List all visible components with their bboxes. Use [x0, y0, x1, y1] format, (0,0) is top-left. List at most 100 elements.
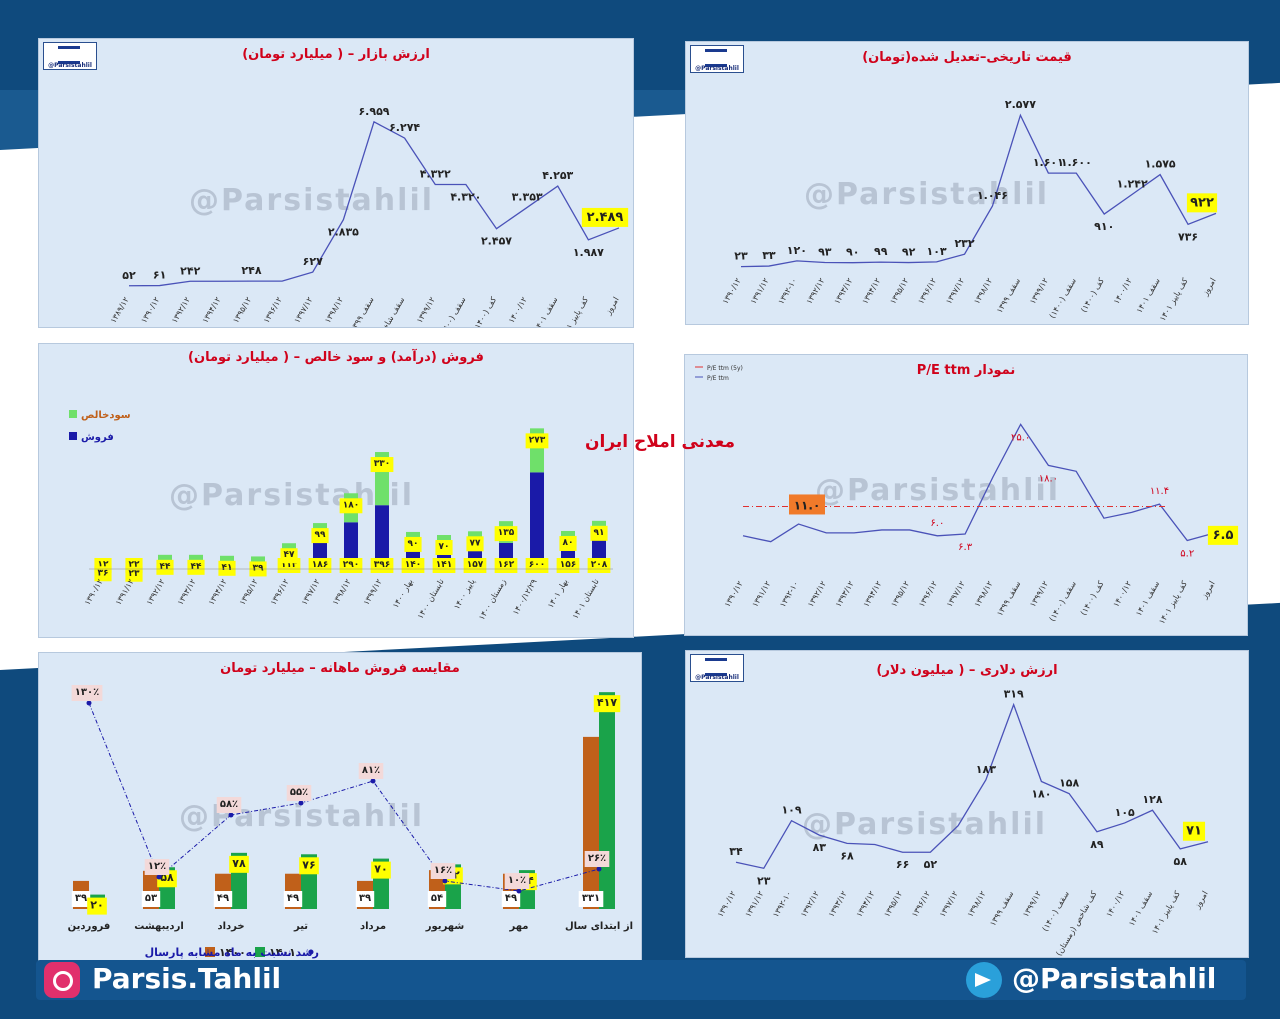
label-1400-bg: [213, 891, 233, 907]
logo: @Parsistahlil: [690, 45, 744, 73]
dollar-value-chart: ۱۳۹۰/۱۲ ۱۳۹۱/۱۲ ۱۳۹۲-۱۰ ۱۳۹۲/۱۲ ۱۳۹۳/۱۲ ۱۳۹۴/…: [716, 688, 1210, 957]
profit-label-bg: [559, 535, 577, 551]
growth-label: ۸۱٪: [362, 765, 380, 776]
data-label: ۸۳: [813, 841, 827, 854]
historical-price-panel: @Parsistahlil قیمت تاریخی–تعدیل شده(توما…: [685, 41, 1249, 325]
x-tick-label: ۱۴۰۰/۱۲: [1111, 580, 1133, 609]
x-tick-label: سقف ۱۳۹۹: [988, 889, 1015, 927]
data-label: ۹۱۰: [1094, 220, 1114, 233]
profit-label: ۴۷: [284, 550, 295, 560]
x-tick-label: ۱۴۰۰/۱۲: [1112, 277, 1134, 306]
bar-1400: [583, 736, 599, 909]
growth-label-bg: [286, 785, 312, 801]
logo: @Parsistahlil: [690, 654, 744, 682]
x-tick-label: ۱۳۹۶/۱۲: [916, 277, 938, 306]
x-tick-label: سقف (۱۴۰۰): [1041, 889, 1071, 933]
data-label: ۱۲۸: [1142, 793, 1162, 806]
x-tick-label: ۱۳۹۵/۱۲: [238, 578, 260, 607]
sales-label: ۲۲: [129, 560, 140, 570]
x-tick-label: ۱۴۰۰/۱۲: [507, 296, 529, 325]
instagram-icon: [44, 962, 80, 998]
data-label: ۴.۲۵۳: [542, 169, 573, 182]
data-label: ۱.۹۸۷: [573, 246, 604, 259]
profit-label: ۴۴: [160, 562, 171, 572]
watermark: @Parsistahlil: [169, 478, 415, 513]
x-tick-label: ۱۳۹۲/۱۲: [805, 277, 827, 306]
x-tick-label: ۱۳۹۷/۱۲: [292, 296, 314, 325]
growth-label-bg: [144, 859, 170, 875]
label-1400: ۴۹: [217, 893, 229, 904]
profit-label-bg: [280, 548, 298, 564]
label-1400: ۳۳۱: [582, 893, 600, 904]
x-tick-label: پاییز ۱۴۰۰: [452, 578, 477, 611]
pe-point-label: ۶.۳: [958, 542, 973, 553]
legend-sales-swatch: [69, 432, 77, 440]
x-tick-label: ۱۳۹۸/۱۲: [323, 296, 345, 325]
x-tick-label: ۱۳۹۳/۱۲: [176, 578, 198, 607]
instagram-handle[interactable]: Parsis.Tahlil: [92, 962, 282, 995]
sales-label: ۱۲: [98, 560, 109, 570]
profit-label-bg: [125, 566, 143, 582]
x-tick-label: کف پاییز ۱۴۰۱: [1150, 889, 1182, 935]
x-tick-label: امروز: [603, 296, 621, 318]
telegram-handle[interactable]: @Parsistahlil: [1012, 962, 1217, 995]
sales-label: ۱۵۶: [560, 560, 576, 570]
growth-point: [156, 874, 162, 880]
legend-profit-label: سودخالص: [81, 410, 131, 421]
chart-title: فروش (درآمد) و سود خالص – ( میلیارد توما…: [188, 350, 484, 365]
legend-1400-swatch: [205, 947, 215, 957]
label-1400-bg: [427, 891, 447, 907]
x-tick-label: ۱۳۹۳/۱۲: [834, 580, 856, 609]
x-tick-label: ۱۳۹۷/۱۲: [945, 580, 967, 609]
x-tick-label: ۱۳۹۹/۱۲: [415, 296, 437, 325]
profit-label-bg: [404, 536, 422, 552]
data-label: ۹۰: [846, 246, 859, 259]
x-tick-label: ۱۳۹۰/۱۲: [83, 578, 105, 607]
label-1400-bg: [501, 891, 521, 907]
data-label: ۲۴۲: [180, 264, 200, 277]
growth-point: [370, 778, 376, 784]
monthly-sales-panel: مقایسه فروش ماهانه – میلیارد تومان @Pars…: [38, 652, 642, 964]
label-1401-bg: [229, 855, 249, 873]
label-1400: ۴۹: [287, 893, 299, 904]
data-label: ۱۰۵: [1115, 806, 1135, 819]
data-label-bg: [581, 207, 629, 227]
data-label: ۹۹: [874, 245, 888, 258]
growth-label: ۲۶٪: [588, 853, 606, 864]
sales-label: ۱۸۶: [312, 560, 328, 570]
x-tick-label: ۱۳۹۴/۱۲: [860, 277, 882, 306]
data-label: ۵۸: [1174, 855, 1188, 868]
x-tick-label: ۱۳۹۵/۱۲: [889, 580, 911, 609]
profit-label-bg: [156, 559, 174, 575]
profit-label-bg: [311, 528, 329, 544]
profit-label-bg: [218, 560, 236, 576]
data-label: ۱۵۸: [1059, 777, 1079, 790]
label-1400: ۴۹: [505, 893, 517, 904]
profit-label: ۷۰: [439, 542, 450, 552]
growth-label-bg: [430, 863, 456, 879]
data-label: ۳۱۹: [1004, 688, 1024, 701]
sales-label: ۱۱۳: [281, 560, 298, 570]
x-tick-label: سقف ۱۴۰۱: [532, 295, 559, 327]
growth-label: ۱۳۰٪: [75, 687, 99, 698]
x-tick-label: بهار ۱۴۰۱: [546, 578, 570, 610]
telegram-icon: [966, 962, 1002, 998]
data-label: ۲۳: [734, 250, 748, 263]
legend-profit-swatch: [69, 410, 77, 418]
profit-label: ۱۳۵: [498, 528, 515, 538]
x-tick-label: ۱۳۹۹/۱۲: [1028, 580, 1050, 609]
avg-5y-badge: [789, 494, 825, 515]
sales-label: ۲۹۰: [343, 560, 359, 570]
x-tick-label: ۱۳۹۵/۱۲: [231, 296, 253, 325]
x-tick-label: ۱۳۹۹/۱۲: [1021, 890, 1043, 919]
x-tick-label: ۱۳۹۸/۱۲: [966, 890, 988, 919]
label-1400-bg: [141, 891, 161, 907]
growth-label: ۵۵٪: [290, 787, 308, 798]
series-line: [735, 702, 1209, 870]
chart-title: نمودار P/E ttm: [916, 363, 1016, 378]
label-1400: ۵۳: [145, 893, 157, 904]
data-label: ۱۸۰: [1031, 787, 1051, 800]
growth-label-bg: [358, 763, 384, 779]
pe-point-label: ۵.۲: [1180, 548, 1194, 559]
x-tick-label: ۱۳۹۲-۱۰: [776, 277, 798, 306]
